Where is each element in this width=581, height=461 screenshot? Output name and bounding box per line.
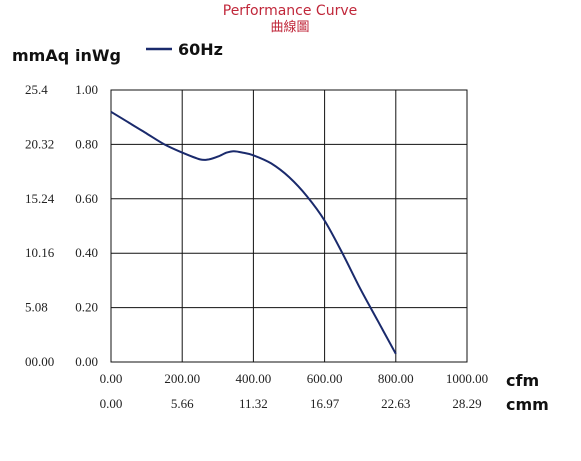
y-tick-label-mmaq: 15.24 [25,191,55,206]
x-tick-label-cmm: 22.63 [381,396,410,411]
y-ticks-mmaq: 00.00 5.08 10.16 15.24 20.32 25.4 [25,82,55,369]
y-tick-label-mmaq: 20.32 [25,136,54,151]
x-tick-label-cfm: 200.00 [164,371,200,386]
x-tick-label-cfm: 400.00 [236,371,272,386]
y-tick-label-inwg: 0.20 [75,300,98,315]
y-tick-label-mmaq: 25.4 [25,82,48,97]
x-tick-label-cfm: 0.00 [100,371,123,386]
x-axis-label-cmm: cmm [506,395,549,414]
x-tick-label-cmm: 11.32 [239,396,268,411]
x-tick-label-cmm: 28.29 [452,396,481,411]
y-tick-label-mmaq: 5.08 [25,300,48,315]
chart-title: Performance Curve [223,3,357,19]
x-tick-label-cfm: 600.00 [307,371,343,386]
y-tick-label-inwg: 0.60 [75,191,98,206]
y-tick-label-inwg: 0.40 [75,245,98,260]
chart-subtitle: 曲線圖 [270,19,309,35]
legend: 60Hz [146,40,223,59]
plot-frame [110,89,468,363]
y-axis-label-inwg: inWg [75,46,121,65]
plot-grid [110,89,468,363]
x-tick-label-cfm: 1000.00 [446,371,488,386]
x-tick-label-cfm: 800.00 [378,371,414,386]
y-ticks-inwg: 0.00 0.20 0.40 0.60 0.80 1.00 [75,82,98,369]
y-tick-label-inwg: 0.80 [75,136,98,151]
x-tick-label-cmm: 0.00 [100,396,123,411]
y-tick-label-inwg: 0.00 [75,354,98,369]
x-tick-label-cmm: 16.97 [310,396,340,411]
y-tick-label-mmaq: 00.00 [25,354,54,369]
y-tick-label-inwg: 1.00 [75,82,98,97]
x-ticks-cmm: 0.00 5.66 11.32 16.97 22.63 28.29 [100,396,482,411]
y-tick-label-mmaq: 10.16 [25,245,55,260]
x-axis-label-cfm: cfm [506,371,539,390]
y-axis-label-mmaq: mmAq [12,46,69,65]
x-tick-label-cmm: 5.66 [171,396,194,411]
series-layer [110,110,397,355]
series-line-60hz [110,110,397,355]
legend-label-60hz: 60Hz [178,40,223,59]
x-ticks-cfm: 0.00 200.00 400.00 600.00 800.00 1000.00 [100,371,489,386]
